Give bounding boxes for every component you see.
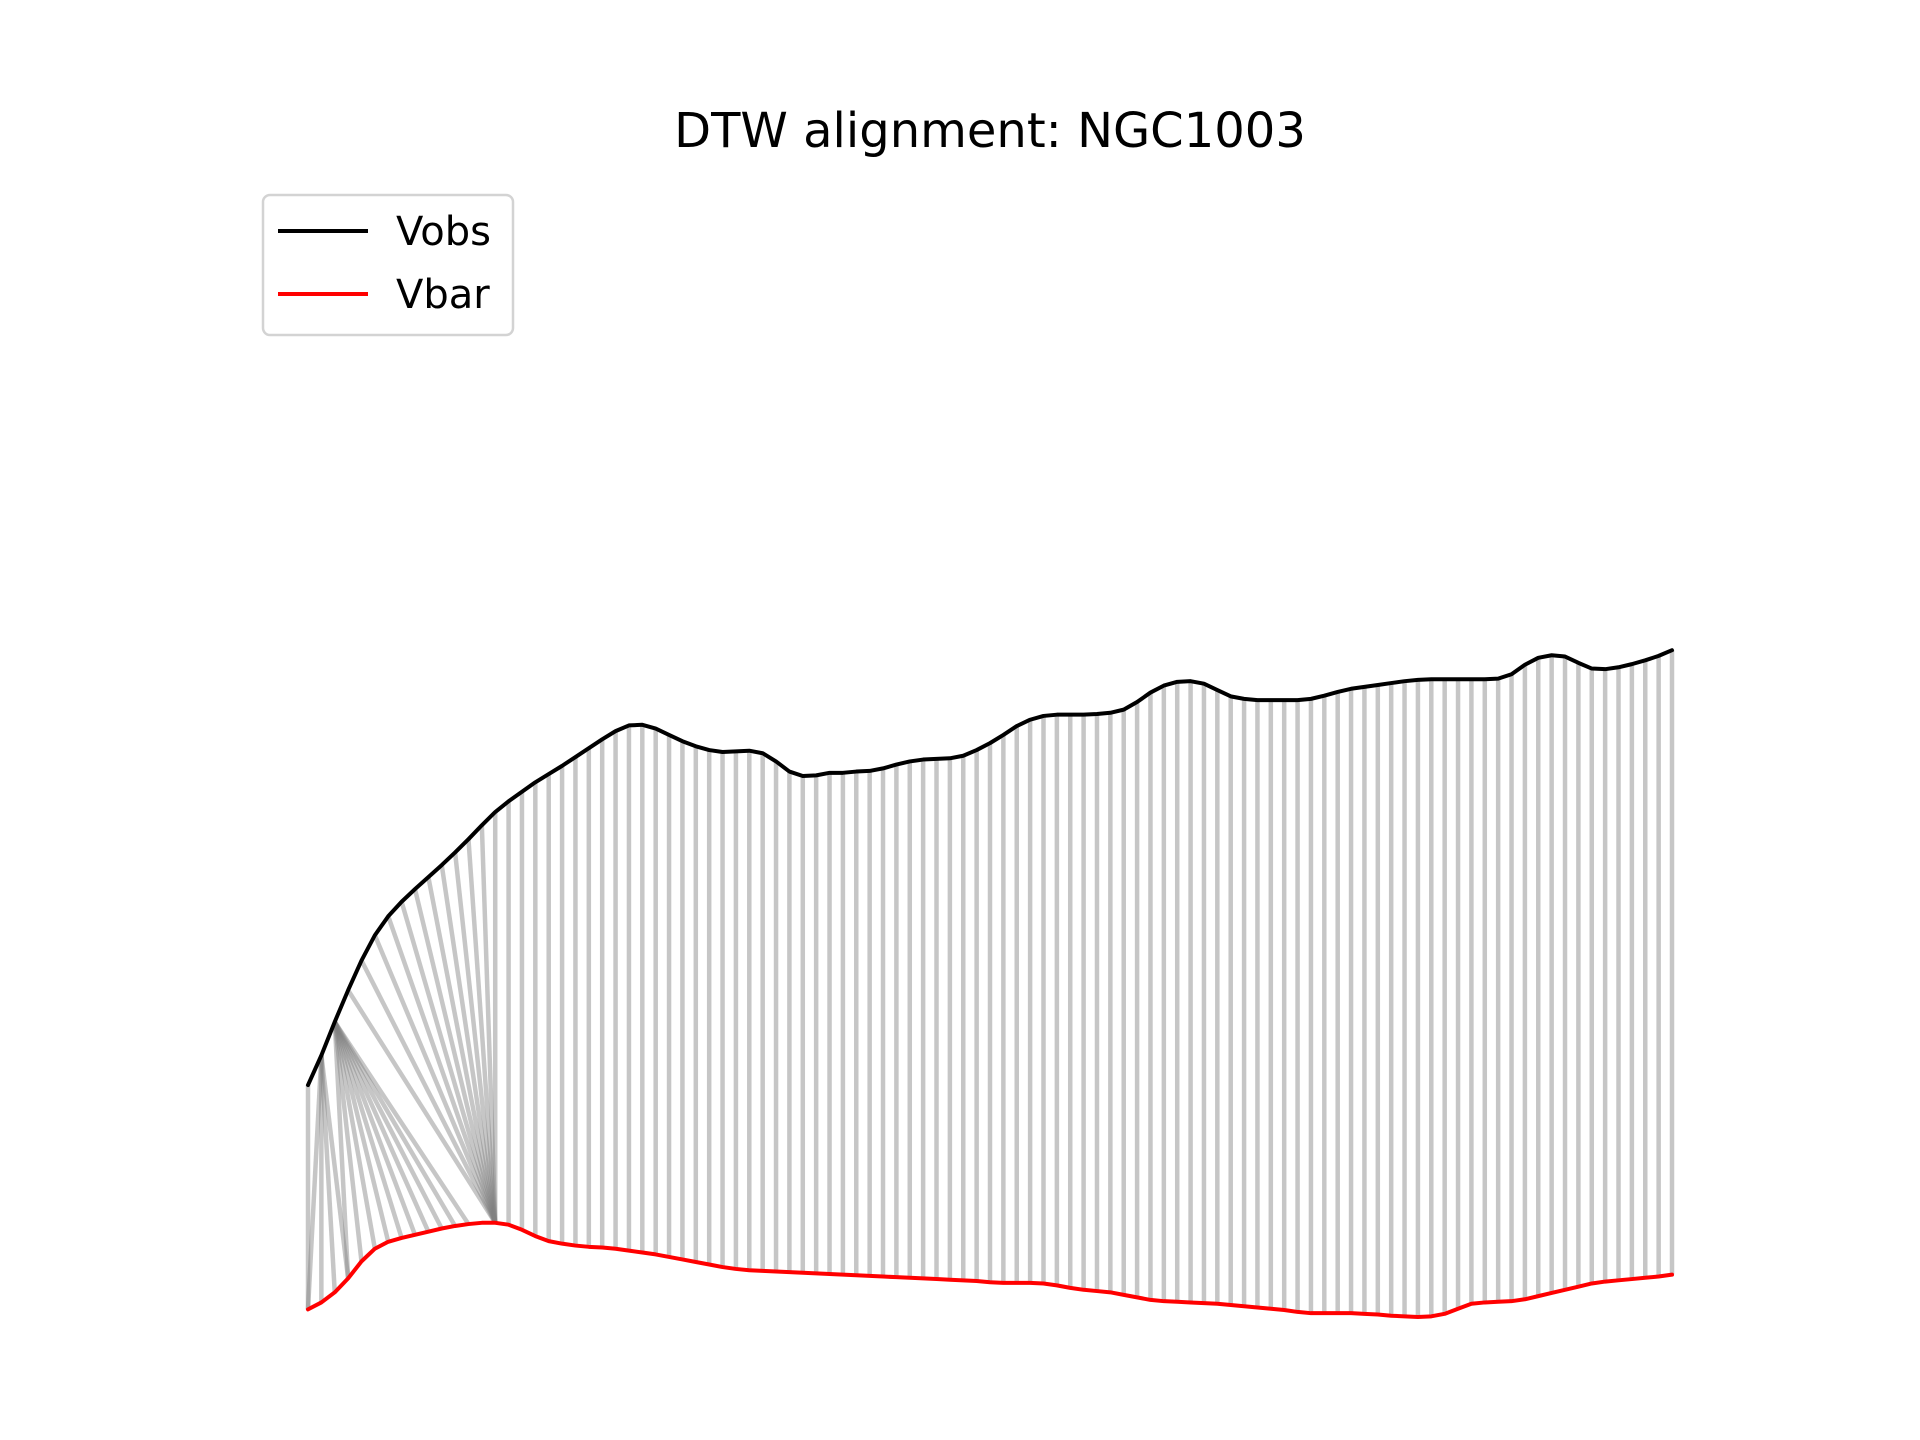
alignment-line-18 [386,915,498,1224]
alignment-lines [305,650,1675,1317]
legend: Vobs Vbar [261,193,515,337]
chart-title: DTW alignment: NGC1003 [674,103,1306,159]
alignment-line-4 [319,1055,351,1279]
series-line-vbar [306,1220,1674,1319]
alignment-line-9 [332,1021,404,1239]
alignment-line-20 [412,888,498,1224]
legend-label-vobs: Vobs [396,209,491,255]
series-lines [306,648,1674,1319]
alignment-line-3 [319,1055,337,1293]
alignment-line-6 [332,1021,364,1262]
alignment-line-11 [332,1020,431,1233]
alignment-line-10 [332,1021,418,1236]
alignment-line-7 [332,1021,378,1250]
legend-label-vbar: Vbar [396,272,490,318]
alignment-line-14 [332,1020,471,1226]
alignment-line-21 [426,876,498,1224]
alignment-line-19 [399,901,498,1224]
alignment-line-15 [346,989,498,1225]
alignment-line-5 [332,1021,351,1279]
alignment-line-1 [305,1055,324,1310]
series-line-vobs [306,648,1674,1088]
alignment-line-8 [332,1021,391,1243]
alignment-line-12 [332,1020,444,1230]
alignment-line-13 [332,1020,458,1228]
alignment-line-16 [359,959,498,1224]
alignment-line-23 [452,852,498,1224]
alignment-line-25 [479,825,498,1223]
alignment-line-17 [372,934,498,1224]
alignment-line-24 [466,839,498,1223]
alignment-line-22 [439,864,498,1224]
